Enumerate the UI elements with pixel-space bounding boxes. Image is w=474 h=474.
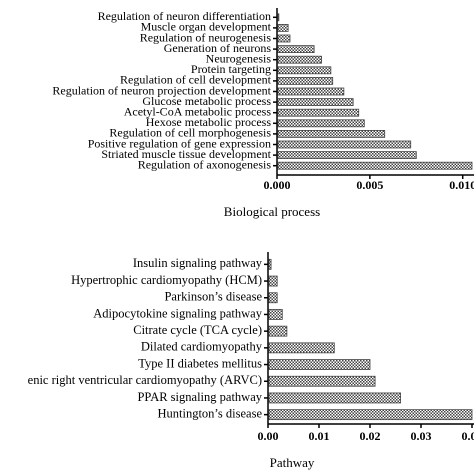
y-tick-label: Regulation of neurogenesis (140, 30, 272, 44)
bar (277, 23, 289, 32)
x-tick-label: 0.03 (411, 429, 432, 443)
y-tick-label: Striated muscle tissue development (101, 147, 271, 161)
x-tick-label: 0.04 (462, 429, 474, 443)
y-tick-label: Dilated cardiomyopathy (141, 340, 263, 354)
bar (277, 77, 334, 85)
y-tick-label: Muscle organ development (141, 20, 272, 34)
y-tick-label: Insulin signaling pathway (133, 256, 263, 270)
y-tick-label: Glucose metabolic process (142, 94, 271, 108)
y-tick-label: Regulation of cell development (120, 73, 272, 87)
bar (277, 129, 386, 138)
bar (277, 98, 354, 106)
bar (268, 275, 278, 287)
y-tick-label: Generation of neurons (164, 41, 272, 55)
bar (268, 325, 288, 337)
bar (268, 342, 335, 354)
y-tick-label: Hypertrophic cardiomyopathy (HCM) (71, 273, 262, 287)
bar (277, 87, 345, 96)
x-tick-label: 0.00 (258, 429, 279, 443)
y-tick-label: Regulation of neuron projection developm… (52, 83, 271, 97)
y-tick-label: PPAR signaling pathway (137, 390, 262, 404)
bar (277, 161, 473, 170)
bar (268, 409, 473, 421)
bar (277, 55, 322, 64)
x-axis-title: Pathway (270, 455, 315, 470)
y-tick-label: enic right ventricular cardiomyopathy (A… (28, 373, 262, 387)
bar (268, 309, 283, 320)
y-tick-label: Regulation of cell morphogenesis (109, 126, 271, 140)
y-tick-label: Type II diabetes mellitus (138, 356, 262, 370)
y-tick-label: Regulation of neuron differentiation (98, 9, 271, 23)
bar (277, 13, 280, 22)
x-tick-label: 0.000 (264, 178, 291, 192)
y-tick-label: Parkinson’s disease (164, 290, 262, 304)
x-tick-label: 0.01 (309, 429, 330, 443)
bar (268, 359, 371, 370)
y-tick-label: Adipocytokine signaling pathway (93, 306, 262, 320)
y-tick-label: Citrate cycle (TCA cycle) (133, 323, 262, 337)
bar (268, 258, 272, 270)
y-tick-label: Positive regulation of gene expression (88, 136, 271, 150)
bar (268, 392, 402, 404)
y-tick-label: Regulation of axonogenesis (138, 157, 272, 171)
bar (277, 45, 315, 53)
bar (277, 108, 360, 117)
bar (277, 34, 291, 43)
bar (268, 375, 376, 387)
x-axis-title: Biological process (224, 204, 320, 219)
y-tick-label: Hexose metabolic process (146, 115, 272, 129)
x-tick-label: 0.005 (356, 178, 383, 192)
bar (277, 119, 365, 128)
y-tick-label: Acetyl-CoA metabolic process (124, 104, 272, 118)
bar (277, 66, 332, 75)
y-tick-label: Protein targeting (191, 62, 271, 76)
bar (277, 151, 417, 160)
y-tick-label: Huntington’s disease (157, 407, 262, 421)
y-tick-label: Neurogenesis (206, 51, 272, 65)
bar (268, 292, 278, 304)
x-tick-label: 0.02 (360, 429, 381, 443)
x-tick-label: 0.010 (449, 178, 474, 192)
bar (277, 140, 412, 149)
